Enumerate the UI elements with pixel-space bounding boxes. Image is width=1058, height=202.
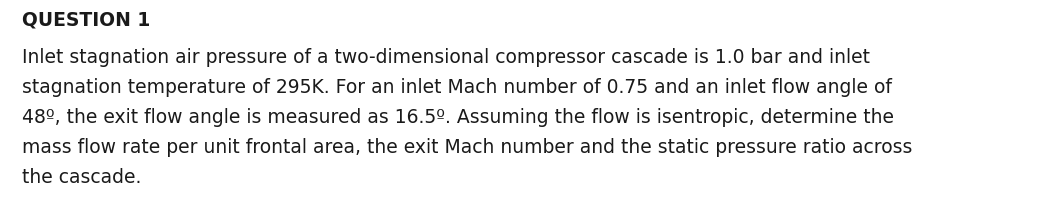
Text: mass flow rate per unit frontal area, the exit Mach number and the static pressu: mass flow rate per unit frontal area, th… [22,138,912,157]
Text: QUESTION 1: QUESTION 1 [22,10,150,29]
Text: stagnation temperature of 295K. For an inlet Mach number of 0.75 and an inlet fl: stagnation temperature of 295K. For an i… [22,78,892,97]
Text: Inlet stagnation air pressure of a two-dimensional compressor cascade is 1.0 bar: Inlet stagnation air pressure of a two-d… [22,48,870,67]
Text: the cascade.: the cascade. [22,168,142,187]
Text: 48º, the exit flow angle is measured as 16.5º. Assuming the flow is isentropic, : 48º, the exit flow angle is measured as … [22,108,894,127]
